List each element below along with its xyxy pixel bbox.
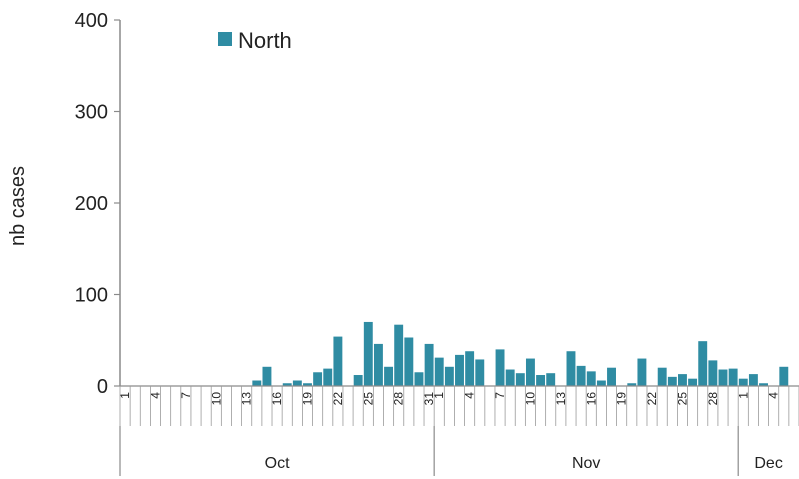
bar <box>576 365 586 386</box>
x-tick-label: 22 <box>331 392 345 406</box>
bar <box>748 374 758 386</box>
y-tick-label: 100 <box>75 285 108 307</box>
bar <box>596 380 606 386</box>
bar <box>262 366 272 386</box>
x-tick-label: 28 <box>392 392 406 406</box>
x-tick-label: 28 <box>706 392 720 406</box>
x-tick-label: 16 <box>584 392 598 406</box>
bar <box>718 369 728 386</box>
x-tick-label: 19 <box>300 392 314 406</box>
x-tick-label: 31 <box>422 392 436 406</box>
bar <box>313 372 323 386</box>
bar <box>282 383 292 386</box>
legend-swatch <box>218 32 232 46</box>
bar <box>353 375 363 386</box>
bar <box>394 324 404 386</box>
y-tick-label: 0 <box>97 376 108 398</box>
bar <box>698 341 708 387</box>
plot-area <box>252 321 789 387</box>
bar <box>495 349 505 386</box>
bar <box>333 336 343 386</box>
bar <box>637 358 647 386</box>
bar <box>728 368 738 387</box>
x-tick-label: 25 <box>361 392 375 406</box>
month-label: Oct <box>265 455 290 472</box>
bar <box>627 383 637 386</box>
bar <box>252 380 262 386</box>
bar <box>657 367 667 386</box>
bar <box>373 343 383 386</box>
month-label: Dec <box>754 455 782 472</box>
y-axis-title: nb cases <box>7 166 29 246</box>
x-tick-label: 1 <box>118 392 132 399</box>
bar <box>546 373 556 386</box>
y-tick-label: 200 <box>75 193 108 215</box>
bar <box>323 368 333 387</box>
month-label: Nov <box>572 455 600 472</box>
x-tick-label: 4 <box>148 392 162 399</box>
x-tick-label: 1 <box>432 392 446 399</box>
bar <box>779 366 789 386</box>
x-tick-label: 22 <box>645 392 659 406</box>
y-tick-label: 300 <box>75 102 108 124</box>
bar <box>303 383 312 386</box>
bar <box>688 378 698 386</box>
bar <box>404 337 414 386</box>
bar <box>434 357 444 386</box>
x-tick-label: 7 <box>179 392 193 399</box>
x-tick-label: 25 <box>675 392 689 406</box>
bar <box>515 373 525 386</box>
bar <box>384 366 394 386</box>
bar <box>607 367 616 386</box>
bar <box>738 378 748 386</box>
x-tick-label: 10 <box>523 392 537 406</box>
x-tick-label: 13 <box>240 392 254 406</box>
bar <box>525 358 535 386</box>
x-tick-label: 10 <box>209 392 223 406</box>
bar <box>759 383 768 386</box>
bar <box>424 343 434 386</box>
x-tick-label: 4 <box>463 392 477 399</box>
x-tick-label: 13 <box>554 392 568 406</box>
bar <box>536 375 546 386</box>
y-tick-label: 400 <box>75 10 108 32</box>
bar <box>455 354 464 386</box>
bar <box>667 376 677 386</box>
bar <box>292 380 302 386</box>
bar <box>465 351 475 386</box>
bar <box>363 321 373 386</box>
x-tick-label: 16 <box>270 392 284 406</box>
bar <box>505 369 515 386</box>
bar <box>414 372 424 386</box>
x-tick-label: 7 <box>493 392 507 399</box>
legend-label: North <box>238 28 292 53</box>
legend: North <box>218 28 292 53</box>
bar <box>708 360 718 386</box>
x-tick-label: 19 <box>615 392 629 406</box>
bar <box>475 359 485 386</box>
bar <box>566 351 576 386</box>
x-tick-label: 4 <box>767 392 781 399</box>
x-tick-label: 1 <box>736 392 750 399</box>
bar <box>586 371 596 386</box>
bar <box>678 374 687 386</box>
bar <box>444 366 454 386</box>
